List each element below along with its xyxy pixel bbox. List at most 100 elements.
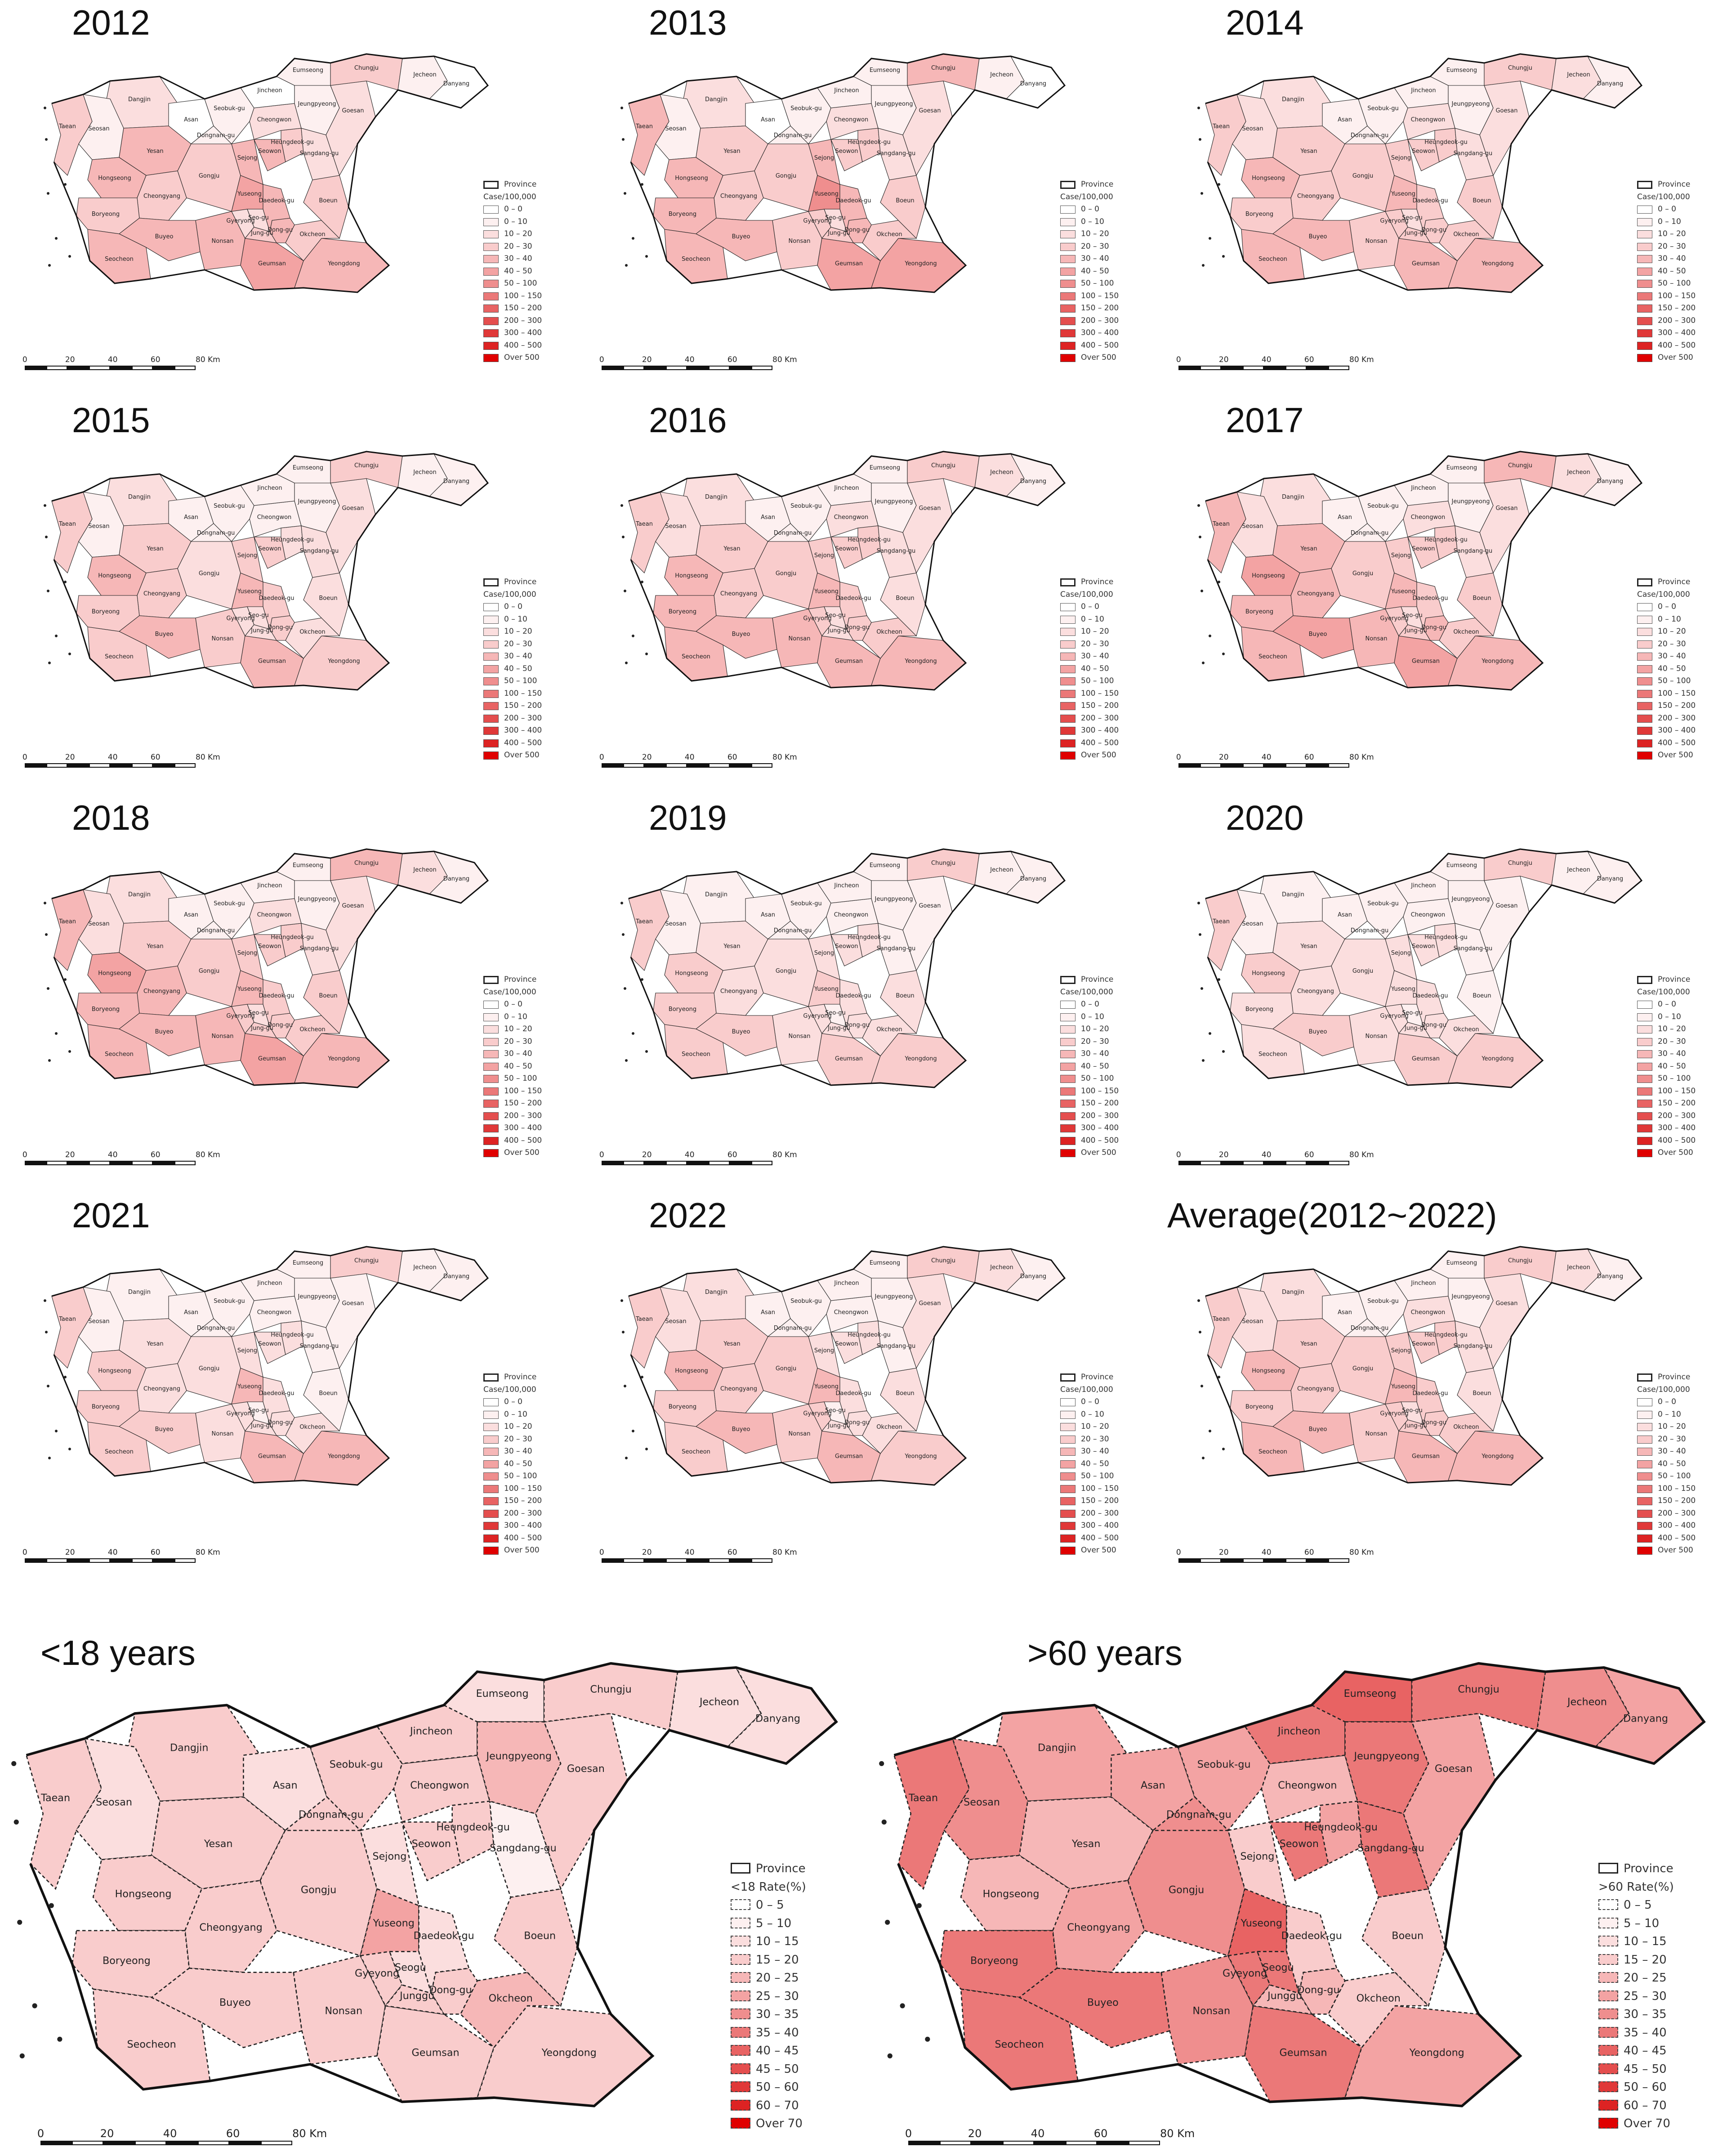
legend-swatch	[1637, 1025, 1652, 1033]
legend-class-label: 10 – 20	[1658, 627, 1686, 636]
legend-swatch	[1637, 1522, 1652, 1530]
year-map-panel: 2014 Dangjin Taean Seosan Asan Yesan Hongseong…	[1154, 0, 1727, 396]
legend-province-label: Province	[504, 180, 537, 189]
region-label: Yeongdong	[327, 1056, 360, 1062]
legend-swatch	[1060, 1509, 1075, 1518]
map-regions	[628, 451, 1065, 690]
region-label: Boryeong	[92, 1006, 120, 1013]
legend-class-label: 0 – 10	[1658, 1409, 1681, 1419]
region-label: Seosan	[1242, 125, 1263, 132]
legend-swatch	[1637, 1149, 1652, 1157]
legend-class-label: 50 – 100	[504, 279, 537, 288]
choropleth-map: Dangjin Taean Seosan Asan Yesan Hongseong Cheo…	[620, 1246, 1066, 1486]
island-dot	[64, 1376, 67, 1378]
scale-segment	[687, 763, 709, 768]
scale-segment	[1285, 763, 1307, 768]
legend-class-label: 100 – 150	[504, 291, 542, 300]
region-label: Geumsan	[1412, 658, 1440, 665]
legend-class-label: 300 – 400	[1081, 1521, 1119, 1530]
legend-swatch	[1637, 677, 1652, 685]
legend-swatch	[1637, 1038, 1652, 1046]
legend-swatch	[1060, 615, 1075, 624]
province-boundary	[628, 53, 1066, 293]
legend-class-label: 50 – 100	[1081, 676, 1114, 685]
region-label: Seosan	[96, 1796, 132, 1808]
legend-class-label: 100 – 150	[1658, 689, 1696, 698]
scale-tick-label: 40	[1261, 1150, 1272, 1159]
region-label: Jecheon	[1566, 1696, 1607, 1708]
region-label: Daedeok-gu	[1413, 197, 1448, 204]
scale-tick-label: 80 Km	[772, 1548, 797, 1557]
scale-segment	[730, 763, 751, 768]
region-label: Yesan	[1071, 1838, 1101, 1850]
scale-tick-label: 20	[642, 1150, 652, 1159]
legend-swatch	[483, 1136, 499, 1145]
legend-unit-label: >60 Rate(%)	[1598, 1880, 1674, 1894]
region-label: Cheongyang	[199, 1922, 262, 1933]
region-label: Hongseong	[675, 573, 708, 579]
region-label: Seowon	[835, 148, 858, 155]
region-label: Cheongwon	[1411, 116, 1446, 123]
region-label: Geumsan	[835, 1453, 863, 1460]
panel-title: 2019	[649, 798, 727, 837]
island-dot	[620, 504, 623, 507]
province-swatch	[483, 976, 499, 984]
region-label: Sangdang-gu	[1357, 1842, 1424, 1854]
choropleth-map: Dangjin Taean Seosan Asan Yesan Hongseong Cheo…	[1197, 53, 1643, 293]
legend-swatch	[731, 2118, 750, 2129]
island-dot	[1200, 192, 1203, 195]
region-label: Yeongdong	[327, 260, 360, 267]
legend-class-label: 0 – 0	[1081, 205, 1099, 214]
legend-swatch	[483, 640, 499, 649]
legend-swatch	[1060, 1423, 1075, 1431]
scale-tick-label: 0	[1176, 753, 1181, 762]
island-dot	[55, 1032, 58, 1035]
island-dot	[645, 653, 648, 655]
legend-class-label: 0 – 5	[756, 1898, 784, 1912]
region-sangdang-gu	[489, 1800, 562, 1898]
legend-swatch	[1637, 218, 1652, 226]
region-label: Seocheon	[682, 653, 710, 660]
legend-swatch	[483, 739, 499, 747]
region-label: Dong-gu	[844, 1022, 870, 1029]
legend-class-label: 100 – 150	[1081, 1484, 1119, 1493]
island-dot	[632, 1032, 634, 1035]
region-label: Seobuk-gu	[214, 503, 245, 510]
legend-swatch	[1637, 242, 1652, 251]
region-label: Seocheon	[105, 653, 134, 660]
scale-segment	[110, 1161, 132, 1165]
island-dot	[645, 1448, 648, 1450]
legend-province-label: Province	[504, 577, 537, 586]
legend-swatch	[1637, 1075, 1652, 1083]
legend-class-label: 400 – 500	[1658, 340, 1696, 350]
region-label: Gongju	[199, 1365, 219, 1372]
region-label: Sejong	[1391, 155, 1411, 161]
legend-class-label: 20 – 30	[504, 639, 532, 649]
region-goesan	[1479, 1273, 1530, 1369]
region-label: Taean	[908, 1792, 938, 1804]
region-label: Seobuk-gu	[790, 1298, 821, 1305]
scale-tick-label: 20	[642, 753, 652, 762]
province-swatch	[1060, 976, 1075, 984]
region-label: Sejong	[814, 552, 834, 559]
legend-swatch	[731, 1899, 750, 1910]
region-label: Sejong	[814, 1347, 834, 1354]
region-label: Sejong	[237, 552, 257, 559]
scale-segment	[708, 763, 730, 768]
region-label: Daedeok-gu	[1413, 1390, 1448, 1397]
region-boeun	[1361, 1888, 1446, 2007]
region-label: Yeongdong	[327, 1453, 360, 1460]
legend-swatch	[1060, 653, 1075, 661]
region-label: Cheongyang	[720, 193, 757, 200]
legend-swatch	[731, 2045, 750, 2056]
region-label: Danyang	[1597, 1273, 1623, 1280]
region-label: Okcheon	[1453, 1026, 1479, 1033]
panel-title: 2021	[72, 1195, 150, 1235]
scale-tick-label: 20	[100, 2127, 114, 2140]
region-label: Goesan	[342, 903, 364, 909]
scale-tick-label: 0	[599, 1548, 604, 1557]
region-label: Goesan	[342, 1300, 364, 1307]
island-dot	[641, 978, 643, 981]
region-sejong	[1227, 1821, 1288, 1907]
region-label: Seocheon	[127, 2039, 176, 2050]
